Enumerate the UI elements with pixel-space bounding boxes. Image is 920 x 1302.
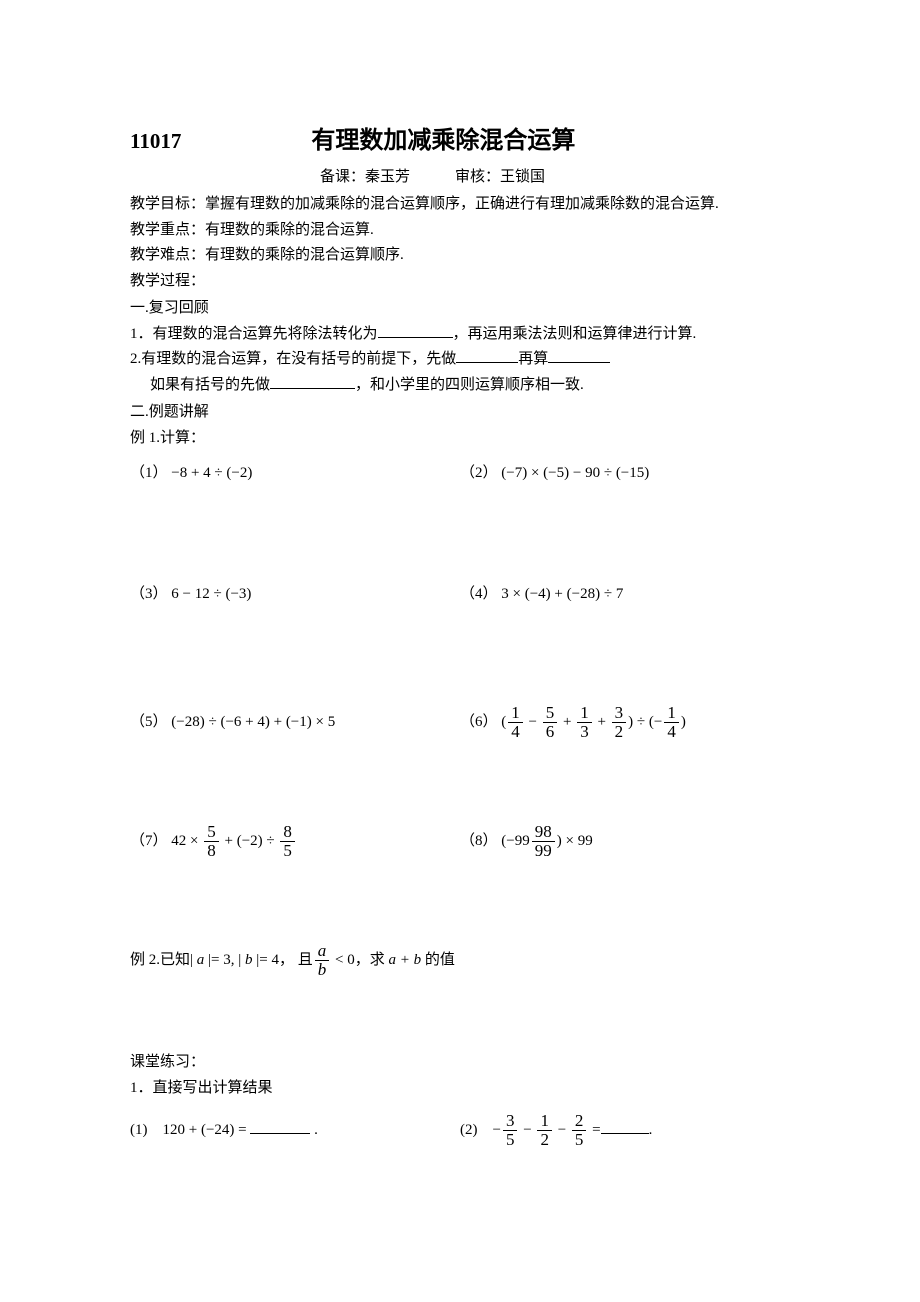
problem-row-3: （5） (−28) ÷ (−6 + 4) + (−1) × 5 （6） (14 … (130, 703, 790, 742)
problem-2: （2） (−7) × (−5) − 90 ÷ (−15) (460, 461, 790, 482)
document-page: 11017 有理数加减乘除混合运算 备课：秦玉芳 审核：王锁国 教学目标：掌握有… (0, 0, 920, 1210)
teaching-keypoint: 教学重点：有理数的乘除的混合运算. (130, 218, 790, 244)
title-row: 11017 有理数加减乘除混合运算 (130, 120, 790, 155)
problem-3-num: （3） (130, 586, 168, 602)
problem-5: （5） (−28) ÷ (−6 + 4) + (−1) × 5 (130, 703, 460, 742)
example-2-text-d: 的值 (425, 952, 455, 968)
problem-5-expr: (−28) ÷ (−6 + 4) + (−1) × 5 (171, 714, 335, 730)
problem-2-expr: (−7) × (−5) − 90 ÷ (−15) (501, 465, 649, 481)
problem-7: （7） 42 × 58 + (−2) ÷ 85 (130, 822, 460, 861)
teaching-difficulty: 教学难点：有理数的乘除的混合运算顺序. (130, 243, 790, 269)
example-2-math-1: | a |= 3, | b |= 4 (190, 952, 279, 968)
workspace-gap (130, 980, 790, 1050)
example-2: 例 2.已知| a |= 3, | b |= 4， 且ab < 0，求 a + … (130, 941, 790, 980)
problem-6-num: （6） (460, 714, 498, 730)
problem-8: （8） (−999899) × 99 (460, 822, 790, 861)
practice-1-label: 1．直接写出计算结果 (130, 1076, 790, 1102)
problem-3-expr: 6 − 12 ÷ (−3) (171, 586, 251, 602)
blank-3 (548, 347, 610, 363)
practice-2-expr: −35 − 12 − 25 = (493, 1122, 601, 1138)
practice-problem-2: (2) −35 − 12 − 25 =. (460, 1111, 790, 1150)
workspace-gap (130, 482, 790, 572)
problem-4: （4） 3 × (−4) + (−28) ÷ 7 (460, 582, 790, 603)
review-item-2: 2.有理数的混合运算，在没有括号的前提下，先做 再算 (130, 347, 790, 373)
review-3-text-a: 如果有括号的先做 (150, 377, 270, 393)
practice-2-num: (2) (460, 1122, 493, 1138)
review-item-3: 如果有括号的先做 ，和小学里的四则运算顺序相一致. (130, 373, 790, 399)
problem-6-expr: (14 − 56 + 13 + 32) ÷ (−14) (501, 714, 686, 730)
section-2-heading: 二.例题讲解 (130, 400, 790, 426)
problem-7-expr: 42 × 58 + (−2) ÷ 85 (171, 833, 297, 849)
practice-1-expr: 120 + (−24) = (163, 1122, 251, 1138)
problem-2-num: （2） (460, 465, 498, 481)
review-3-text-b: ，和小学里的四则运算顺序相一致. (355, 377, 584, 393)
section-1-heading: 一.复习回顾 (130, 296, 790, 322)
problem-1: （1） −8 + 4 ÷ (−2) (130, 461, 460, 482)
problem-8-num: （8） (460, 833, 498, 849)
blank-4 (270, 373, 355, 389)
period: . (649, 1122, 653, 1138)
example-2-text-c: ，求 (355, 952, 385, 968)
example-2-math-3: a + b (385, 952, 425, 968)
example-1-label: 例 1.计算： (130, 426, 790, 452)
workspace-gap (130, 742, 790, 812)
problem-6: （6） (14 − 56 + 13 + 32) ÷ (−14) (460, 703, 790, 742)
problem-4-num: （4） (460, 586, 498, 602)
main-title: 有理数加减乘除混合运算 (311, 120, 575, 155)
review-1-text-b: ，再运用乘法法则和运算律进行计算. (453, 326, 697, 342)
review-1-text-a: 1．有理数的混合运算先将除法转化为 (130, 326, 378, 342)
review-2-text-b: 再算 (518, 351, 548, 367)
problem-3: （3） 6 − 12 ÷ (−3) (130, 582, 460, 603)
workspace-gap (130, 861, 790, 941)
example-2-text-b: ， 且 (279, 952, 313, 968)
problem-1-num: （1） (130, 465, 168, 481)
blank-1 (378, 322, 453, 338)
doc-id: 11017 (130, 129, 181, 154)
authors-line: 备课：秦玉芳 审核：王锁国 (130, 165, 790, 186)
review-item-1: 1．有理数的混合运算先将除法转化为 ，再运用乘法法则和运算律进行计算. (130, 322, 790, 348)
practice-problem-1: (1) 120 + (−24) = . (130, 1111, 460, 1150)
period: . (310, 1122, 318, 1138)
problem-row-2: （3） 6 − 12 ÷ (−3) （4） 3 × (−4) + (−28) ÷… (130, 582, 790, 603)
practice-1-num: (1) (130, 1122, 163, 1138)
problem-row-4: （7） 42 × 58 + (−2) ÷ 85 （8） (−999899) × … (130, 822, 790, 861)
example-2-text-a: 例 2.已知 (130, 952, 190, 968)
problem-1-expr: −8 + 4 ÷ (−2) (171, 465, 252, 481)
practice-row-1: (1) 120 + (−24) = . (2) −35 − 12 − 25 =. (130, 1111, 790, 1150)
teaching-objective: 教学目标：掌握有理数的加减乘除的混合运算顺序，正确进行有理加减乘除数的混合运算. (130, 192, 790, 218)
review-2-text-a: 2.有理数的混合运算，在没有括号的前提下，先做 (130, 351, 456, 367)
blank-5 (250, 1118, 310, 1134)
problem-row-1: （1） −8 + 4 ÷ (−2) （2） (−7) × (−5) − 90 ÷… (130, 461, 790, 482)
example-2-math-2: ab < 0 (313, 952, 355, 968)
problem-8-expr: (−999899) × 99 (501, 833, 592, 849)
blank-2 (456, 347, 518, 363)
problem-7-num: （7） (130, 833, 168, 849)
teaching-process: 教学过程： (130, 269, 790, 295)
workspace-gap (130, 603, 790, 693)
blank-6 (601, 1118, 649, 1134)
problem-5-num: （5） (130, 714, 168, 730)
practice-heading: 课堂练习： (130, 1050, 790, 1076)
problem-4-expr: 3 × (−4) + (−28) ÷ 7 (501, 586, 623, 602)
